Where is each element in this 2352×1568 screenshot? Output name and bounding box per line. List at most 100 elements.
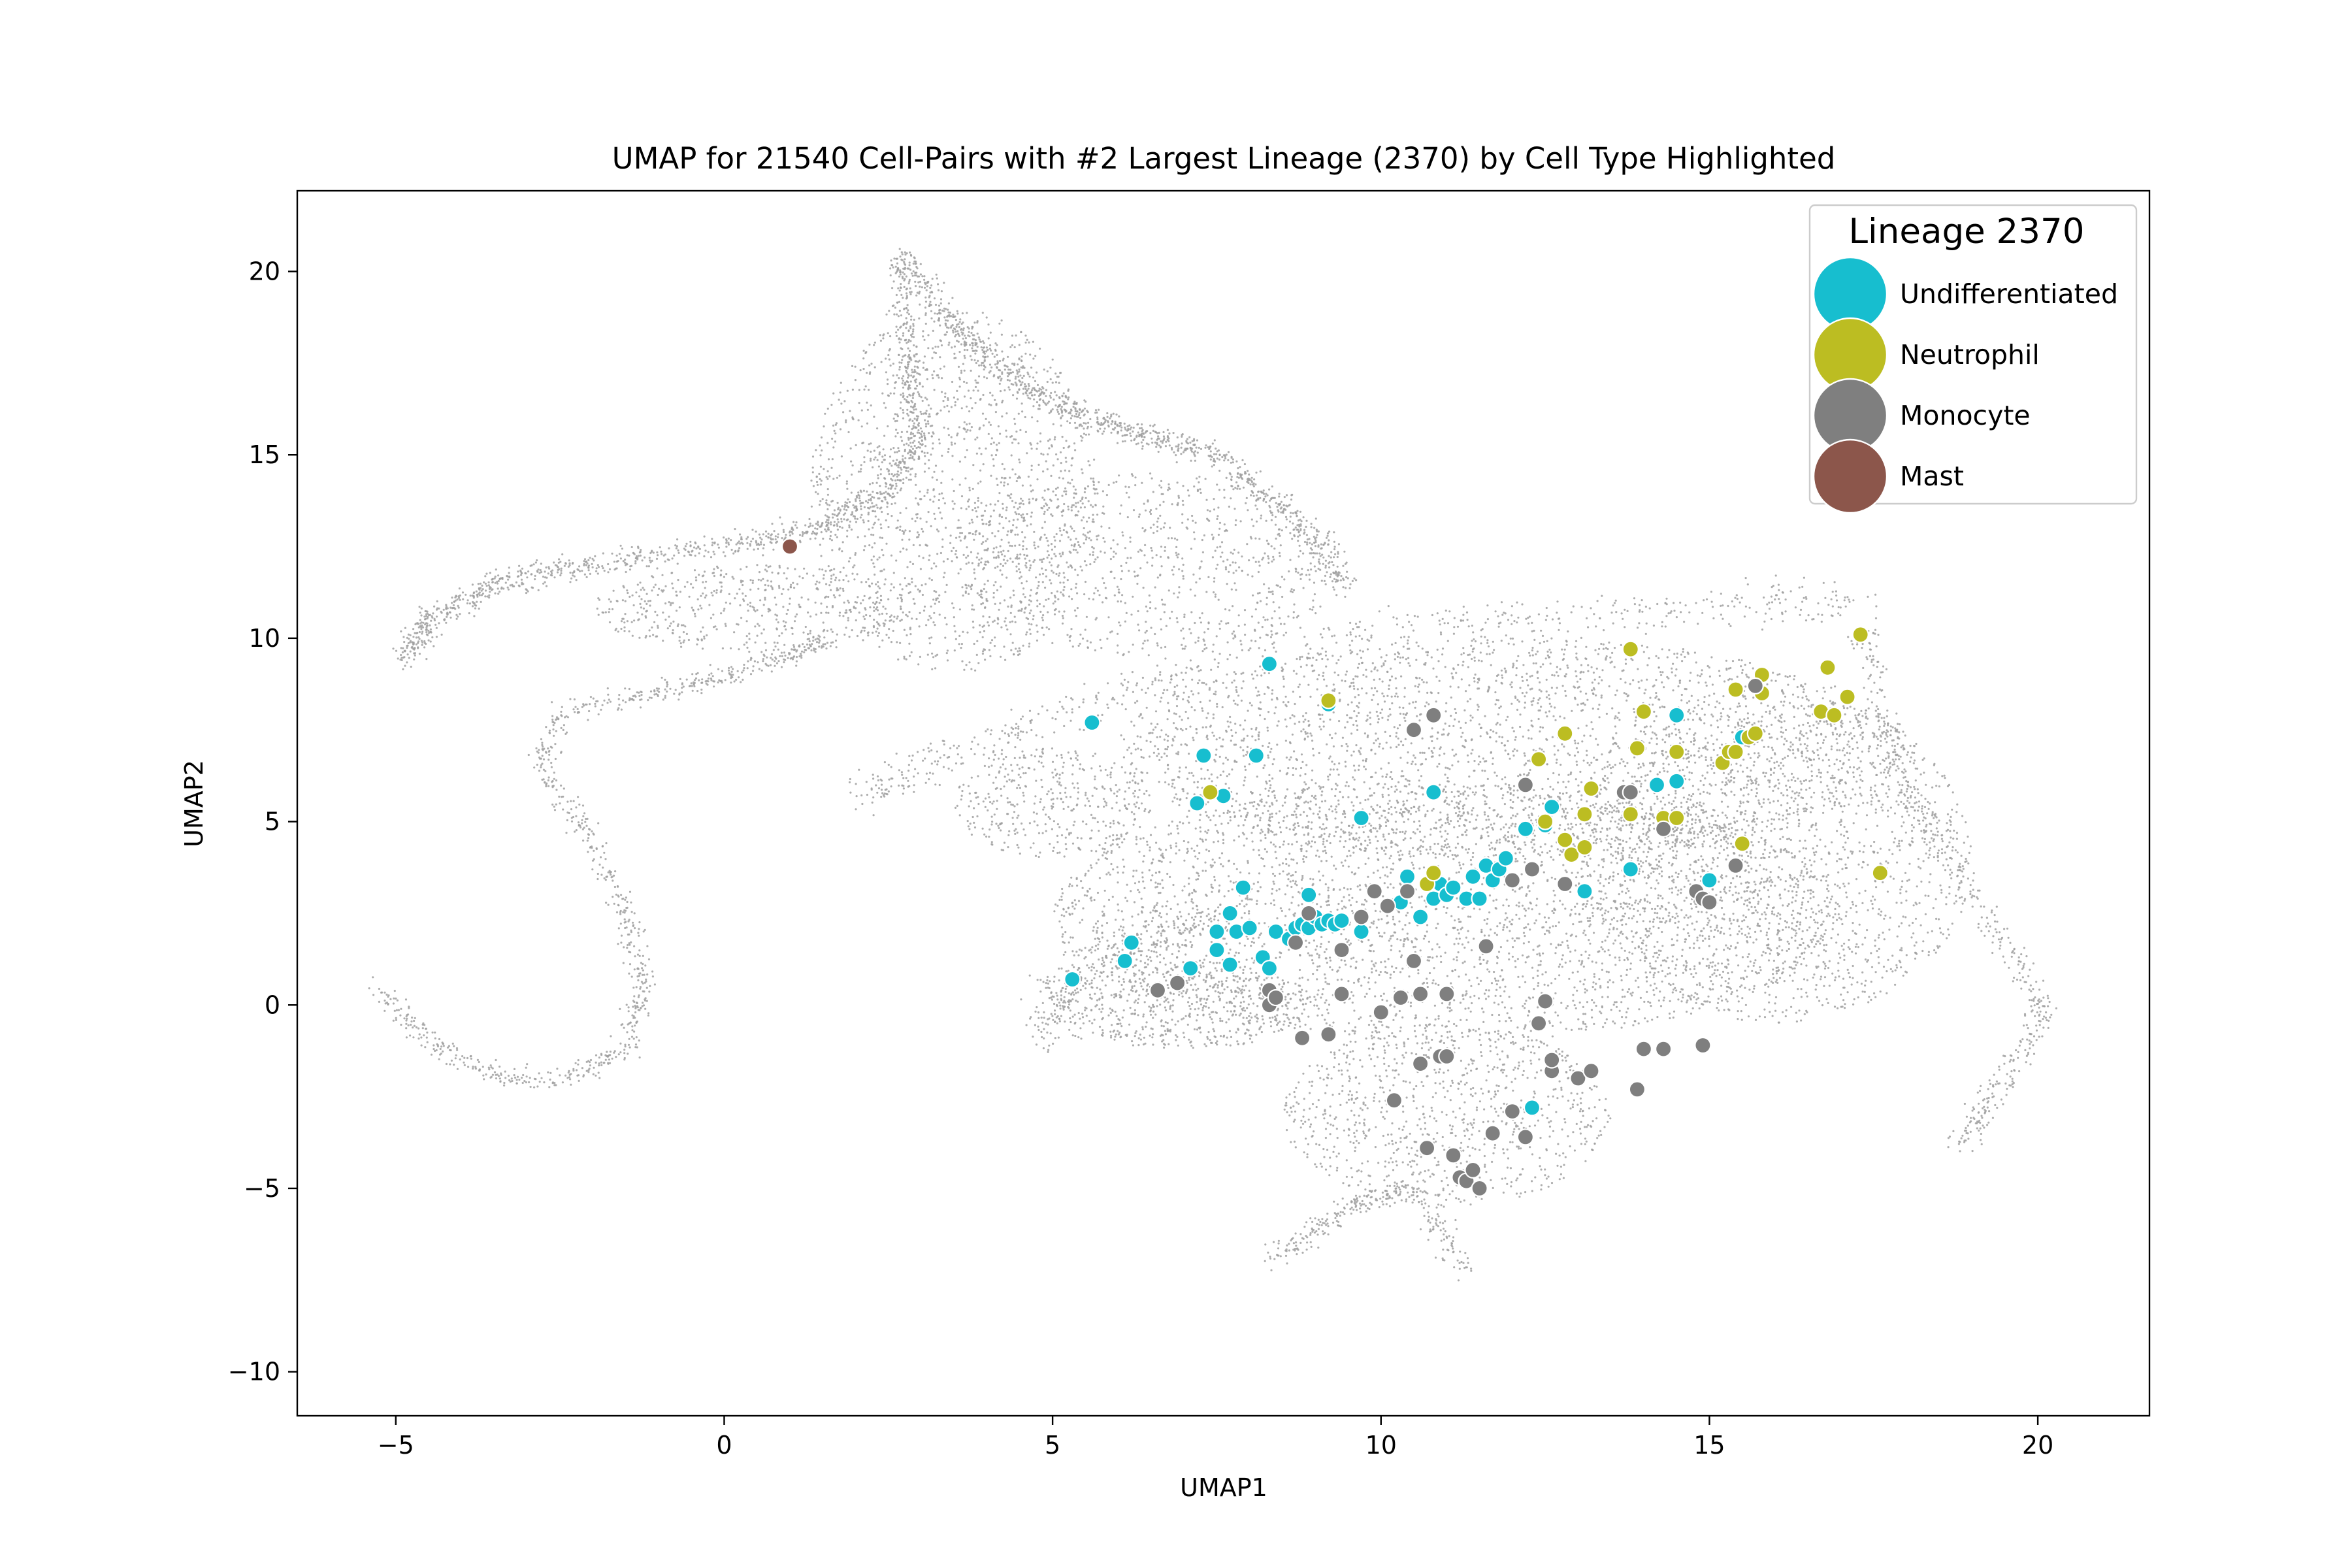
background-point — [384, 1009, 386, 1012]
background-point — [1322, 1222, 1324, 1224]
background-point — [433, 1048, 435, 1051]
background-point — [1156, 442, 1158, 444]
background-point — [1077, 966, 1080, 970]
background-point — [865, 500, 868, 502]
background-point — [896, 313, 898, 316]
background-point — [647, 1014, 650, 1017]
background-point — [489, 572, 491, 574]
background-point — [1046, 402, 1049, 404]
background-point — [1922, 813, 1925, 815]
background-point — [1024, 383, 1026, 385]
background-point — [2017, 1056, 2019, 1059]
background-point — [1661, 625, 1663, 628]
background-point — [1060, 994, 1062, 997]
background-point — [1305, 525, 1307, 529]
background-point — [1436, 612, 1439, 615]
background-point — [1078, 706, 1081, 708]
background-point — [820, 555, 823, 557]
background-point — [1309, 542, 1311, 544]
background-point — [985, 504, 988, 507]
background-point — [1019, 738, 1022, 741]
background-point — [1245, 497, 1248, 500]
background-point — [470, 1057, 472, 1060]
background-point — [1009, 633, 1012, 636]
background-point — [549, 745, 552, 748]
background-point — [1994, 920, 1997, 923]
background-point — [433, 1044, 435, 1047]
background-point — [474, 604, 476, 606]
background-point — [1124, 971, 1127, 973]
background-point — [2030, 1005, 2033, 1007]
background-point — [1277, 1242, 1280, 1245]
background-point — [923, 412, 925, 415]
background-point — [1035, 576, 1037, 579]
background-point — [611, 552, 613, 555]
background-point — [1894, 758, 1897, 760]
background-point — [1079, 408, 1081, 410]
background-point — [1225, 453, 1228, 456]
background-point — [640, 698, 643, 701]
background-point — [1405, 1184, 1407, 1187]
background-point — [1175, 673, 1177, 676]
background-point — [1413, 615, 1416, 617]
background-point — [1064, 987, 1067, 990]
background-point — [1641, 599, 1643, 602]
background-point — [508, 572, 510, 574]
background-point — [898, 769, 900, 772]
background-point — [1466, 1257, 1469, 1260]
background-point — [405, 1027, 408, 1030]
background-point — [1311, 548, 1313, 551]
background-point — [595, 847, 598, 851]
background-point — [1835, 599, 1838, 602]
background-point — [853, 506, 856, 509]
background-point — [1903, 768, 1906, 771]
background-point — [700, 692, 703, 694]
background-point — [1932, 840, 1935, 842]
background-point — [578, 803, 581, 806]
background-point — [1002, 359, 1004, 362]
background-point — [1149, 432, 1152, 434]
background-point — [900, 487, 903, 490]
background-point — [1290, 1238, 1293, 1241]
background-point — [1844, 596, 1846, 599]
background-point — [1177, 445, 1179, 448]
background-point — [440, 1045, 443, 1048]
background-point — [1111, 420, 1114, 423]
background-point — [448, 1049, 451, 1051]
background-point — [2027, 1051, 2030, 1054]
background-point — [1904, 770, 1907, 773]
background-point — [743, 663, 745, 666]
background-point — [434, 1031, 436, 1034]
background-point — [551, 785, 554, 787]
background-point — [1399, 636, 1403, 639]
background-point — [1092, 966, 1096, 969]
background-point — [1334, 580, 1337, 583]
background-point — [419, 612, 421, 614]
background-point — [966, 349, 969, 351]
background-point — [817, 523, 819, 527]
background-point — [659, 546, 661, 549]
background-point — [438, 1058, 440, 1060]
background-point — [1341, 1197, 1344, 1200]
background-point — [479, 582, 482, 585]
background-point — [516, 1075, 519, 1078]
background-point — [2027, 1027, 2029, 1030]
background-point — [626, 554, 629, 557]
background-point — [921, 430, 923, 433]
background-point — [1299, 525, 1302, 527]
background-point — [409, 641, 412, 644]
background-point — [456, 598, 459, 601]
background-point — [913, 453, 916, 455]
background-point — [925, 289, 928, 291]
background-point — [1109, 417, 1111, 420]
background-point — [801, 534, 804, 537]
background-point — [1835, 594, 1838, 597]
background-point — [2012, 1086, 2014, 1088]
background-point — [634, 1011, 637, 1014]
background-point — [1399, 1188, 1401, 1191]
background-point — [1985, 917, 1988, 919]
background-point — [1406, 613, 1409, 617]
background-point — [1277, 503, 1280, 506]
background-point — [1863, 687, 1865, 689]
background-point — [1054, 718, 1057, 721]
